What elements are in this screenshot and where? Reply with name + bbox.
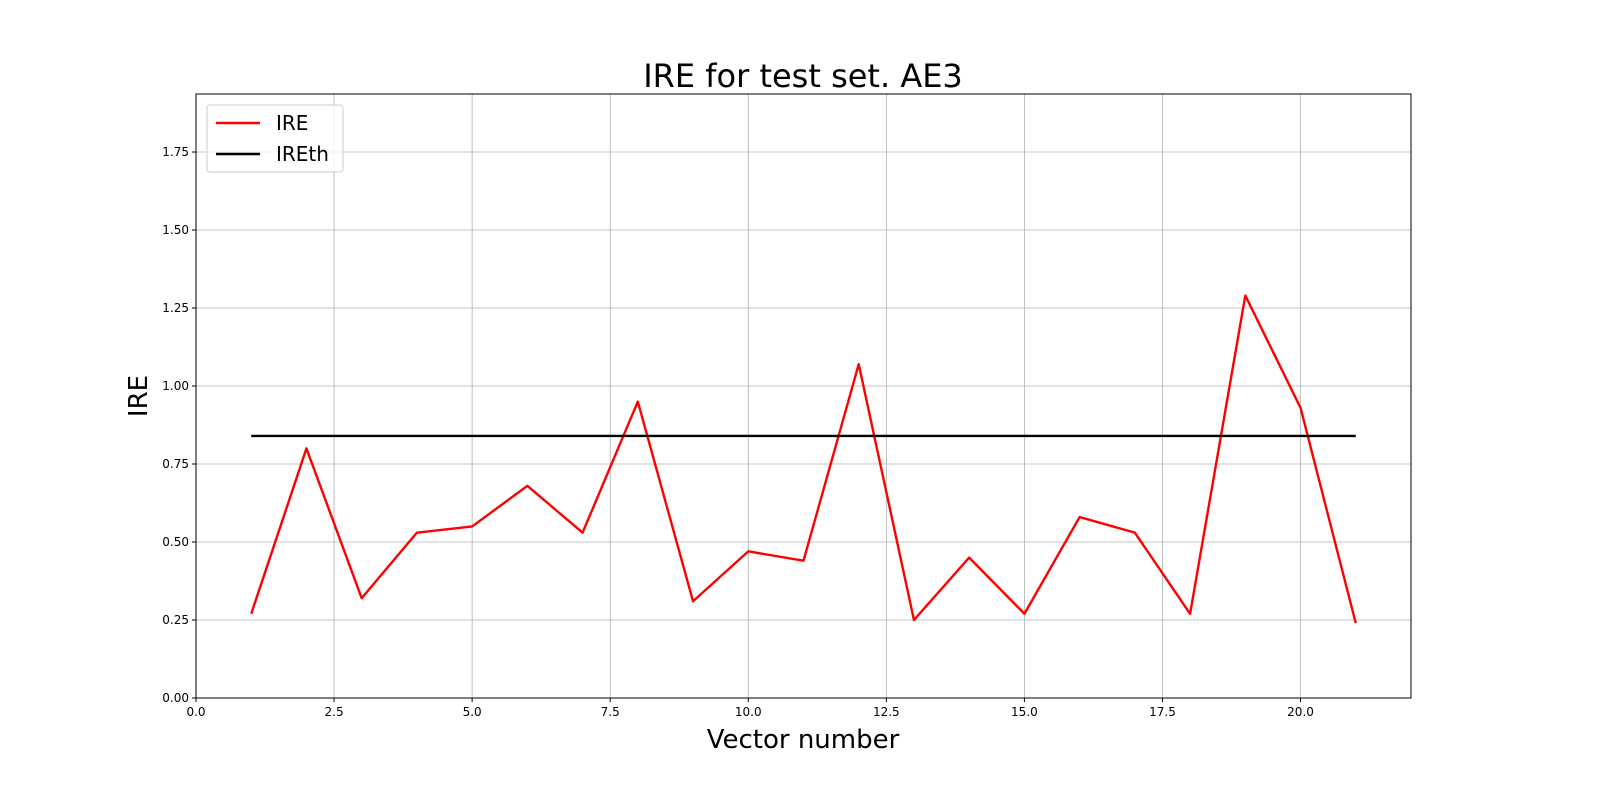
x-tick-label: 7.5	[601, 705, 620, 719]
series-group	[250, 294, 1357, 624]
chart-title: IRE for test set. AE3	[643, 57, 963, 95]
y-axis-label: IRE	[124, 375, 154, 417]
x-tick-label: 17.5	[1149, 705, 1176, 719]
plot-frame	[195, 93, 1412, 699]
legend: IRE IREth	[206, 104, 344, 173]
legend-label: IRE	[276, 111, 308, 135]
y-tick-label: 1.75	[162, 145, 189, 159]
y-tick-label: 0.25	[162, 613, 189, 627]
y-tick-label: 1.50	[162, 223, 189, 237]
y-tick-label: 0.50	[162, 535, 189, 549]
y-tick-label: 1.00	[162, 379, 189, 393]
x-tick-label: 15.0	[1011, 705, 1038, 719]
legend-box	[206, 104, 344, 173]
legend-label: IREth	[276, 142, 329, 166]
y-tick-label: 1.25	[162, 301, 189, 315]
x-tick-label: 20.0	[1287, 705, 1314, 719]
x-tick-label: 5.0	[463, 705, 482, 719]
x-tick-label: 12.5	[873, 705, 900, 719]
x-tick-label: 10.0	[735, 705, 762, 719]
y-tick-label: 0.00	[162, 691, 189, 705]
x-axis-label: Vector number	[707, 725, 900, 755]
series-line-ire	[250, 294, 1357, 624]
ticks: 0.0 2.5 5.0 7.5 10.0 12.5 15.0 17.5 20.0 0.00 0.25…	[162, 145, 1314, 719]
x-tick-label: 0.0	[186, 705, 205, 719]
x-tick-label: 2.5	[325, 705, 344, 719]
y-tick-label: 0.75	[162, 457, 189, 471]
